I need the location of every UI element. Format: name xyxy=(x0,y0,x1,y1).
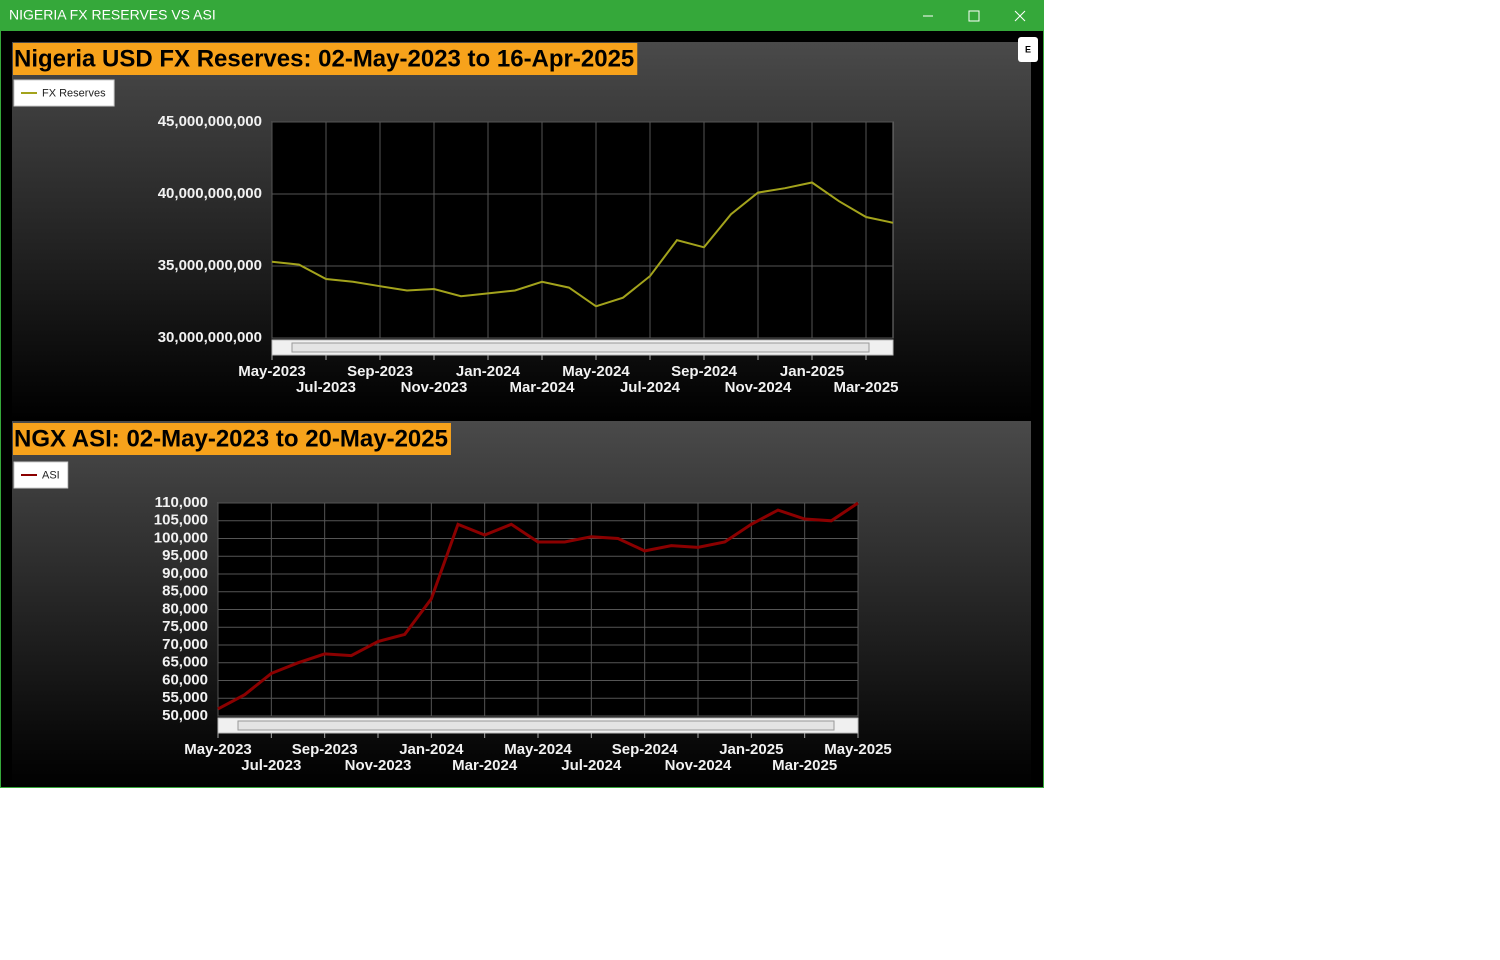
maximize-button[interactable] xyxy=(968,10,980,22)
title-bar xyxy=(0,0,1044,31)
x-tick-label: May-2025 xyxy=(824,741,892,758)
y-tick-label: 55,000 xyxy=(162,689,208,706)
y-tick-label: 70,000 xyxy=(162,636,208,653)
x-tick-label: Sep-2023 xyxy=(347,363,413,380)
y-tick-label: 35,000,000,000 xyxy=(158,257,262,274)
x-tick-label: Jul-2024 xyxy=(561,757,622,774)
x-tick-label: May-2023 xyxy=(184,741,252,758)
title-background xyxy=(13,423,451,455)
legend-label: ASI xyxy=(42,469,60,481)
x-tick-label: Jan-2024 xyxy=(456,363,521,380)
scrollbar-thumb xyxy=(237,720,835,731)
export-button-label: E xyxy=(1025,44,1031,54)
x-tick-label: Jan-2025 xyxy=(719,741,783,758)
x-tick-label: Nov-2023 xyxy=(345,757,412,774)
x-tick-label: Nov-2024 xyxy=(725,379,792,396)
x-tick-label: Jul-2023 xyxy=(241,757,301,774)
x-tick-label: Mar-2025 xyxy=(772,757,837,774)
scrollbar-thumb xyxy=(291,342,870,353)
y-tick-label: 65,000 xyxy=(162,654,208,671)
y-tick-label: 45,000,000,000 xyxy=(158,113,262,130)
x-tick-label: Nov-2023 xyxy=(401,379,468,396)
y-tick-label: 90,000 xyxy=(162,565,208,582)
data-line xyxy=(217,501,859,711)
chart-title: NGX ASI: 02-May-2023 to 20-May-2025 xyxy=(14,425,448,452)
x-tick-label: Jul-2024 xyxy=(620,379,681,396)
y-tick-label: 80,000 xyxy=(162,600,208,617)
x-tick-label: Sep-2024 xyxy=(671,363,738,380)
x-tick-label: Mar-2024 xyxy=(452,757,518,774)
x-tick-label: May-2023 xyxy=(238,363,306,380)
x-tick-label: May-2024 xyxy=(562,363,630,380)
data-line xyxy=(271,181,894,308)
close-button[interactable] xyxy=(1014,10,1026,22)
x-tick-label: Jul-2023 xyxy=(296,379,356,396)
title-background xyxy=(13,43,638,75)
x-tick-label: Jan-2025 xyxy=(780,363,844,380)
export-button[interactable] xyxy=(1018,37,1038,62)
y-tick-label: 100,000 xyxy=(154,529,208,546)
y-tick-label: 30,000,000,000 xyxy=(158,329,262,346)
x-tick-label: Jan-2024 xyxy=(399,741,464,758)
y-tick-label: 50,000 xyxy=(162,707,208,724)
chart-title: Nigeria USD FX Reserves: 02-May-2023 to … xyxy=(14,45,634,72)
y-tick-label: 110,000 xyxy=(155,494,208,511)
y-tick-label: 60,000 xyxy=(162,671,208,688)
x-tick-label: Sep-2024 xyxy=(612,741,679,758)
plot-area xyxy=(271,121,894,339)
legend-label: FX Reserves xyxy=(42,87,106,99)
x-tick-label: Mar-2025 xyxy=(833,379,898,396)
x-tick-label: Nov-2024 xyxy=(665,757,732,774)
x-tick-label: May-2024 xyxy=(504,741,572,758)
y-tick-label: 40,000,000,000 xyxy=(158,185,262,202)
y-tick-label: 105,000 xyxy=(154,512,208,529)
y-tick-label: 85,000 xyxy=(162,583,208,600)
y-tick-label: 75,000 xyxy=(162,618,208,635)
window-title: NIGERIA FX RESERVES VS ASI xyxy=(9,7,216,23)
y-tick-label: 95,000 xyxy=(162,547,208,564)
x-tick-label: Mar-2024 xyxy=(509,379,575,396)
x-tick-label: Sep-2023 xyxy=(292,741,358,758)
app-window: NIGERIA FX RESERVES VS ASI E Nigeria USD… xyxy=(0,0,1044,788)
